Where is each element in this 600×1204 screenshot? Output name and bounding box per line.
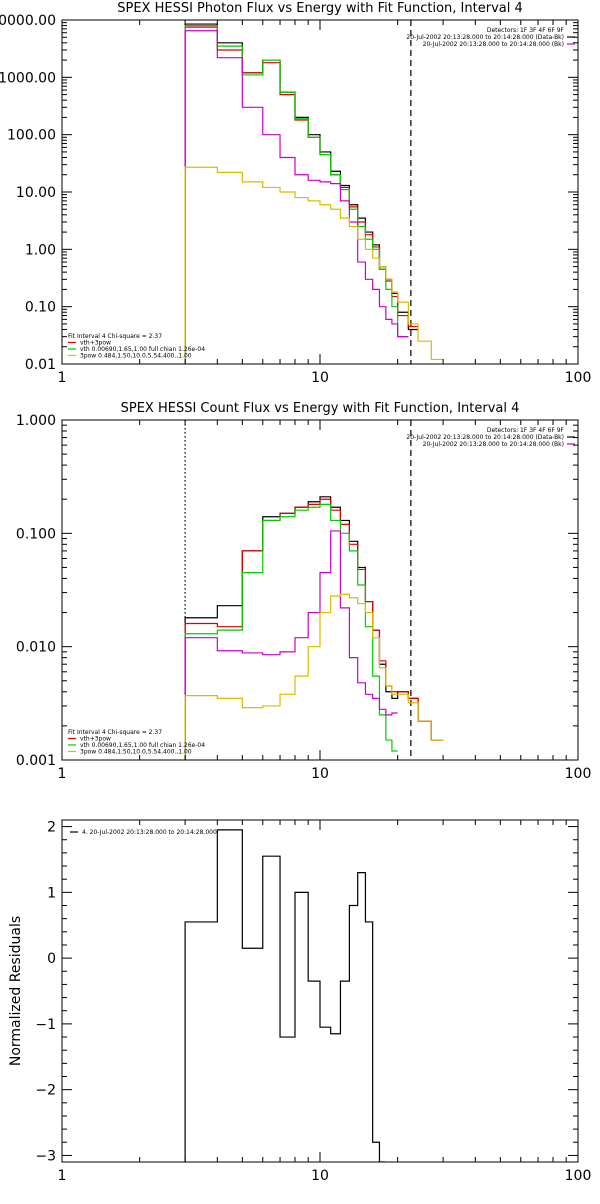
y-tick-label: 2 [47, 820, 56, 836]
info-line-2: 20-Jul-2002 20:13:28.000 to 20:14:28.000… [406, 434, 564, 441]
series-line-5 [184, 166, 444, 364]
y-tick-label: 10000.00 [0, 13, 56, 29]
x-tick-label: 10 [311, 370, 329, 386]
x-tick-label: 10 [311, 1168, 329, 1184]
legend-line-1: 4. 20-Jul-2002 20:13:28.000 to 20:14:28.… [82, 829, 217, 836]
y-tick-label: 0.100 [16, 526, 56, 542]
y-tick-label: 1.00 [25, 242, 56, 258]
y-tick-label: −2 [35, 1083, 56, 1099]
y-tick-label: 10.00 [16, 185, 56, 201]
series-line-4 [184, 30, 409, 364]
x-tick-label: 1 [58, 1168, 67, 1184]
y-tick-label: 0.010 [16, 640, 56, 656]
info-line-3: 20-Jul-2002 20:13:28.000 to 20:14:28.000… [423, 41, 564, 48]
legend-line-4: 3pow 0.484,1.50,10.0,5.54,400.,1.00 [80, 353, 192, 360]
legend-line-2: vth+3pow [80, 736, 111, 743]
legend-line-3: vth 0.00690,1.65,1.00 full chian 1.26e-0… [80, 742, 205, 749]
y-tick-label: 0 [47, 951, 56, 967]
legend-line-3: vth 0.00690,1.65,1.00 full chian 1.26e-0… [80, 346, 205, 353]
series-line-4 [184, 530, 398, 760]
legend-line-1: Fit Interval 4 Chi-square = 2.37 [68, 333, 162, 340]
y-tick-label: 1.000 [16, 413, 56, 429]
chart-panel-2: SPEX HESSI Count Flux vs Energy with Fit… [16, 401, 591, 782]
x-tick-label: 100 [565, 766, 592, 782]
chart-panel-1: SPEX HESSI Photon Flux vs Energy with Fi… [0, 1, 591, 386]
x-tick-label: 10 [311, 766, 329, 782]
series-line-5 [184, 593, 444, 760]
x-tick-label: 100 [565, 1168, 592, 1184]
y-tick-label: 1 [47, 885, 56, 901]
x-tick-label: 100 [565, 370, 592, 386]
series-line-3 [184, 503, 398, 760]
y-axis-label: Normalized Residuals [8, 916, 24, 1066]
chart-title: SPEX HESSI Photon Flux vs Energy with Fi… [117, 1, 523, 16]
x-tick-label: 1 [58, 766, 67, 782]
series-line-1 [184, 829, 386, 1162]
y-tick-label: 0.001 [16, 753, 56, 769]
info-line-1: Detectors: 1F 3F 4F 6F 9F [487, 427, 565, 434]
info-line-3: 20-Jul-2002 20:13:28.000 to 20:14:28.000… [423, 441, 564, 448]
legend-line-1: Fit Interval 4 Chi-square = 2.37 [68, 729, 162, 736]
y-tick-label: −3 [35, 1148, 56, 1164]
chart-title: SPEX HESSI Count Flux vs Energy with Fit… [121, 401, 520, 416]
info-line-2: 20-Jul-2002 20:13:28.000 to 20:14:28.000… [406, 34, 564, 41]
legend-line-2: vth+3pow [80, 340, 111, 347]
chart-panel-3: Normalized Residuals 1 10 100 −3 −2 −1 0 1 2 4. 20… [8, 819, 592, 1184]
legend-line-4: 3pow 0.484,1.50,10.0,5.54,400.,1.00 [80, 749, 192, 756]
x-tick-label: 1 [58, 370, 67, 386]
y-tick-label: 0.01 [25, 357, 56, 373]
y-tick-label: 0.10 [25, 300, 56, 316]
info-line-1: Detectors: 1F 3F 4F 6F 9F [487, 27, 565, 34]
y-tick-label: −1 [35, 1017, 56, 1033]
y-tick-label: 1000.00 [0, 70, 56, 86]
y-tick-label: 100.00 [7, 128, 56, 144]
